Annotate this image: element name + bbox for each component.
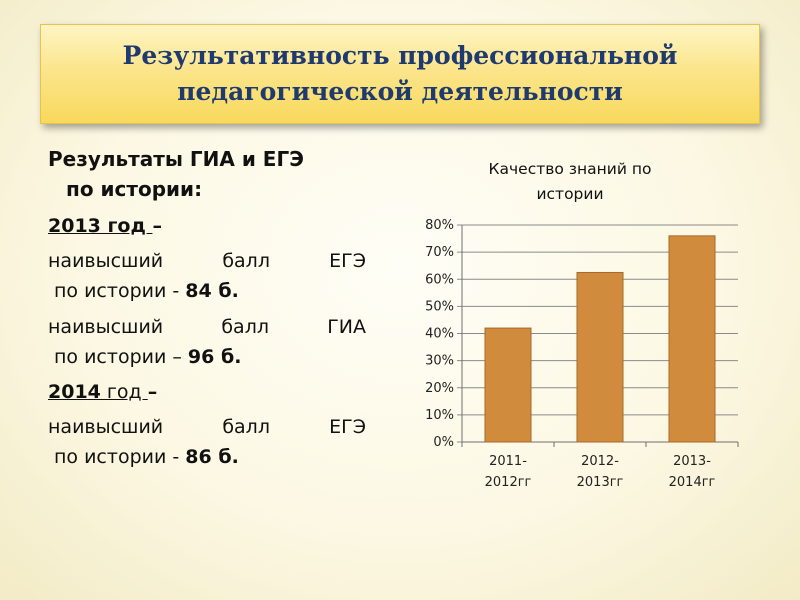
- year-2014-label: 2014 год –: [48, 378, 368, 406]
- y-tick-label: 10%: [425, 408, 454, 423]
- x-tick-label: 2011-: [489, 454, 527, 469]
- subject-text: по истории -: [54, 280, 186, 302]
- score-value: 84 б.: [185, 280, 239, 302]
- y-tick-label: 60%: [425, 272, 454, 287]
- y-tick-label: 50%: [425, 299, 454, 314]
- bar: [484, 327, 532, 443]
- y-tick-label: 40%: [425, 327, 454, 342]
- word: балл: [221, 316, 269, 338]
- y-tick-label: 30%: [425, 354, 454, 369]
- results-text: Результаты ГИА и ЕГЭ по истории: 2013 го…: [48, 144, 368, 478]
- x-tick-label: 2013-: [673, 454, 711, 469]
- results-heading-line1: Результаты ГИА и ЕГЭ: [48, 147, 304, 171]
- x-tick-label: 2012гг: [485, 475, 532, 490]
- y-tick-label: 0%: [433, 435, 454, 450]
- y-tick-label: 70%: [425, 245, 454, 260]
- subject-text: по истории -: [54, 446, 186, 468]
- title-line-2: педагогической деятельности: [177, 77, 623, 106]
- bar: [668, 235, 716, 443]
- exam-name: ЕГЭ: [329, 250, 366, 272]
- score-value: 86 б.: [185, 446, 239, 468]
- year-2014-number: 2014: [48, 381, 101, 403]
- chart-plot: 0% 10% 20% 30% 40% 50% 60% 70% 80% 2011- 2012гг 201…: [425, 218, 739, 490]
- score-value: 96 б.: [187, 346, 242, 368]
- year-2014-dash: –: [147, 381, 158, 403]
- results-heading: Результаты ГИА и ЕГЭ по истории:: [48, 144, 368, 204]
- result-ege-2014: наивысший балл ЕГЭ по истории - 86 б.: [48, 412, 368, 472]
- y-tick-label: 20%: [425, 381, 454, 396]
- word: наивысший: [48, 250, 164, 272]
- title-banner: Результативность профессиональной педаго…: [40, 24, 760, 124]
- knowledge-quality-chart: Качество знаний по истории 0% 10% 20% 30% 40…: [400, 155, 740, 500]
- word: балл: [222, 416, 270, 438]
- bar: [576, 271, 624, 443]
- year-2013-label: 2013 год –: [48, 212, 368, 240]
- word: наивысший: [48, 316, 164, 338]
- x-tick-label: 2014гг: [669, 475, 716, 490]
- result-gia-2013: наивысший балл ГИА по истории – 96 б.: [48, 312, 368, 372]
- results-heading-line2: по истории:: [66, 177, 203, 201]
- x-tick-label: 2013гг: [577, 475, 624, 490]
- result-ege-2013: наивысший балл ЕГЭ по истории - 84 б.: [48, 246, 368, 306]
- year-2014-word: год: [100, 381, 148, 403]
- word: наивысший: [48, 416, 164, 438]
- y-tick-label: 80%: [425, 218, 454, 233]
- exam-name: ГИА: [327, 316, 366, 338]
- title-line-1: Результативность профессиональной: [122, 41, 678, 70]
- exam-name: ЕГЭ: [329, 416, 366, 438]
- year-2013-dash: –: [152, 215, 162, 237]
- word: балл: [222, 250, 270, 272]
- chart-title-line2: истории: [536, 185, 604, 203]
- year-2013-text: 2013 год: [48, 215, 153, 237]
- subject-text: по истории –: [54, 346, 188, 368]
- chart-title: Качество знаний по истории: [400, 157, 740, 207]
- x-tick-label: 2012-: [581, 454, 619, 469]
- chart-title-line1: Качество знаний по: [488, 160, 652, 178]
